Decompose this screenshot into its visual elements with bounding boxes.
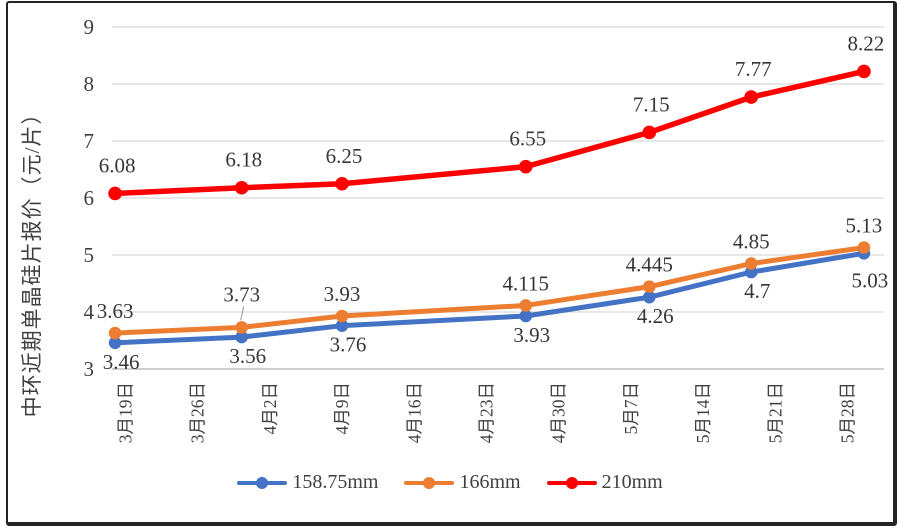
legend-line-dot-marker [546, 476, 597, 489]
data-label: 6.18 [225, 148, 262, 172]
data-point [643, 290, 656, 304]
data-label: 3.76 [330, 333, 367, 357]
y-tick-label: 9 [84, 15, 95, 39]
y-tick-label: 3 [84, 357, 95, 381]
x-tick-label: 3月26日 [188, 382, 208, 443]
data-point [643, 280, 656, 293]
data-point [519, 299, 533, 312]
data-point [335, 309, 349, 323]
legend-label: 158.75mm [292, 471, 379, 493]
y-tick-label: 8 [84, 72, 95, 96]
x-tick-label: 4月23日 [477, 382, 497, 443]
data-label: 4.445 [626, 253, 673, 277]
data-point [642, 125, 657, 140]
data-label: 6.08 [99, 153, 136, 177]
legend-label: 210mm [601, 471, 663, 493]
data-point [108, 336, 122, 350]
x-tick-label: 3月19日 [116, 382, 136, 443]
x-tick-label: 4月9日 [332, 382, 352, 435]
x-tick-label: 4月2日 [260, 382, 280, 435]
data-point [335, 319, 349, 332]
x-tick-label: 4月30日 [549, 382, 569, 443]
data-label: 7.77 [735, 57, 772, 81]
x-tick-label: 5月14日 [693, 382, 713, 443]
data-point [108, 326, 122, 340]
y-tick-label: 5 [84, 243, 95, 267]
data-point [235, 330, 248, 344]
x-tick-label: 5月7日 [621, 382, 641, 435]
legend-line-dot-marker [237, 476, 288, 489]
legend: 158.75mm 166mm 210mm [0, 471, 900, 494]
data-point [108, 186, 122, 201]
legend-item-158-75mm: 158.75mm [237, 471, 378, 494]
data-label: 3.93 [324, 282, 361, 306]
data-label: 7.15 [633, 92, 670, 116]
data-point [857, 64, 871, 79]
y-tick-label: 6 [84, 186, 95, 210]
data-point [335, 176, 349, 191]
data-point [518, 159, 533, 174]
legend-item-210mm: 210mm [546, 471, 663, 494]
label-leader-line [240, 306, 245, 321]
data-point [519, 309, 533, 323]
data-point [235, 321, 248, 334]
data-label: 3.63 [97, 299, 134, 323]
data-label: 4.7 [744, 279, 770, 303]
data-point [234, 180, 249, 195]
y-tick-label: 4 [84, 300, 95, 324]
data-label: 4.115 [503, 271, 549, 295]
data-label: 4.26 [637, 304, 674, 328]
legend-label: 166mm [459, 471, 521, 493]
x-tick-label: 5月28日 [838, 382, 858, 443]
data-label: 6.55 [509, 127, 546, 151]
data-label: 6.25 [326, 144, 363, 168]
data-point [744, 90, 759, 104]
x-tick-label: 4月16日 [404, 382, 424, 443]
data-label: 3.56 [229, 344, 266, 368]
data-label: 5.13 [846, 214, 883, 238]
data-point [857, 241, 871, 254]
y-tick-label: 7 [84, 129, 95, 153]
data-label: 3.73 [223, 282, 260, 306]
data-label: 8.22 [848, 31, 885, 55]
data-label: 3.46 [103, 350, 140, 374]
data-label: 3.93 [513, 323, 550, 347]
legend-item-166mm: 166mm [404, 471, 521, 494]
series-line-210mm [112, 68, 867, 197]
data-point [744, 257, 758, 270]
data-label: 5.03 [852, 268, 889, 292]
data-label: 4.85 [733, 230, 770, 254]
x-tick-label: 5月21日 [765, 382, 785, 443]
legend-line-dot-marker [404, 476, 455, 489]
